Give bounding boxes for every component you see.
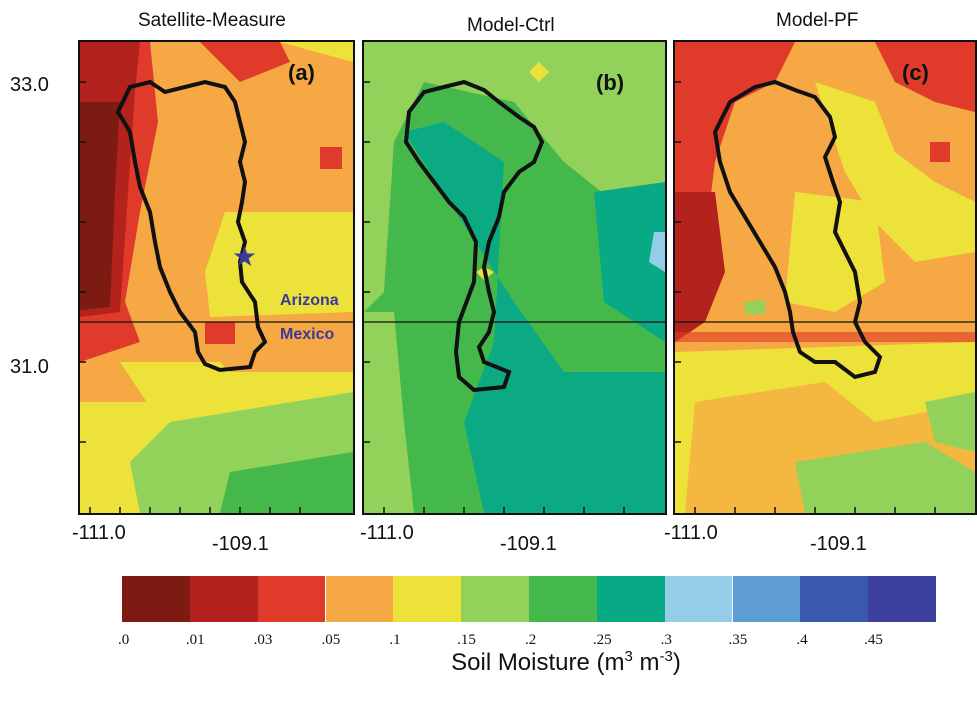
panel-a-label: (a) [288, 60, 315, 85]
colorbar-tick-label: .15 [457, 632, 476, 648]
x-tick-b-1: -111.0 [360, 522, 414, 544]
y-tick-33: 33.0 [10, 74, 49, 96]
colorbar-swatch [800, 576, 869, 622]
colorbar-tick-label: .05 [321, 632, 341, 648]
x-tick-b-2: -109.1 [500, 533, 557, 555]
colorbar-swatch [189, 576, 258, 622]
colorbar-tick-label: .4 [796, 632, 808, 648]
map-panel-b [362, 40, 667, 515]
colorbar-swatch [732, 576, 801, 622]
x-tick-c-2: -109.1 [810, 533, 867, 555]
panel-a-title: Satellite-Measure [138, 10, 286, 31]
mexico-label: Mexico [280, 326, 335, 343]
star-icon: ★ [232, 241, 258, 272]
colorbar-swatch [664, 576, 733, 622]
colorbar-tick-label: .25 [592, 632, 612, 648]
colorbar-swatch [393, 576, 462, 622]
x-tick-a-2: -109.1 [212, 533, 269, 555]
colorbar-swatch [596, 576, 665, 622]
colorbar-swatch [122, 576, 190, 622]
colorbar-title-mid: m [632, 649, 660, 676]
colorbar-swatch [868, 576, 936, 622]
colorbar-tick-label: .3 [660, 632, 672, 648]
colorbar-title-close: ) [672, 649, 681, 676]
arizona-label: Arizona [280, 292, 339, 309]
panel-c-title: Model-PF [776, 10, 859, 31]
colorbar-tick-label: .01 [185, 632, 205, 648]
y-tick-31: 31.0 [10, 356, 49, 378]
colorbar-tick-label: .03 [253, 632, 273, 648]
panel-b-title: Model-Ctrl [467, 15, 555, 36]
colorbar-tick-label: .1 [389, 632, 401, 648]
colorbar-swatch [257, 576, 326, 622]
colorbar-swatch [325, 576, 394, 622]
colorbar-swatch [461, 576, 529, 622]
colorbar-tick-label: .35 [728, 632, 748, 648]
colorbar-tick-label: .0 [118, 632, 130, 648]
x-tick-a-1: -111.0 [72, 522, 126, 544]
colorbar-title-sup1: 3 [624, 648, 633, 665]
x-tick-c-1: -111.0 [664, 522, 718, 544]
colorbar [122, 576, 936, 622]
colorbar-title-sup2: -3 [659, 648, 673, 665]
panel-c-label: (c) [902, 60, 929, 85]
colorbar-swatch [529, 576, 597, 622]
map-panel-c [673, 40, 977, 515]
colorbar-title-main: Soil Moisture (m [451, 649, 625, 676]
colorbar-title: Soil Moisture (m3 m-3) [0, 648, 977, 677]
colorbar-tick-label: .2 [525, 632, 537, 648]
colorbar-tick-label: .45 [864, 632, 883, 648]
panel-b-label: (b) [596, 70, 625, 95]
map-panel-a [78, 40, 355, 515]
